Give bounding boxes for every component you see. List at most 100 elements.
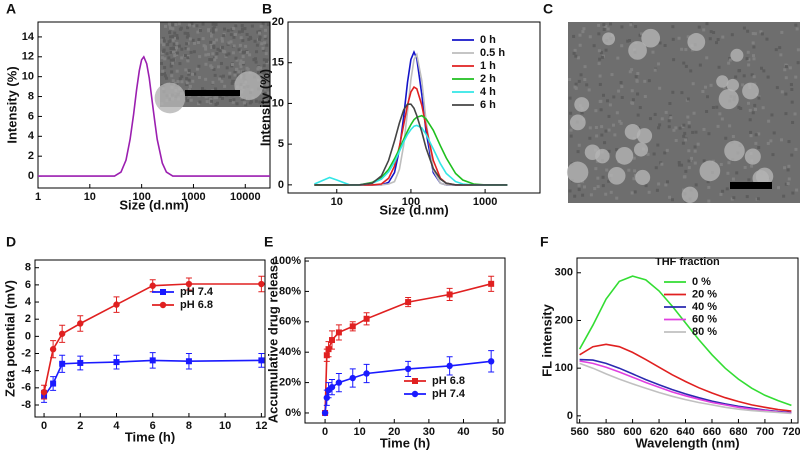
texture (597, 62, 601, 66)
x-tick-label: 660 (703, 426, 721, 438)
texture (603, 141, 607, 145)
texture (678, 126, 682, 130)
texture (179, 26, 183, 30)
series-line (43, 283, 262, 393)
texture (162, 49, 166, 53)
panel-letter: D (6, 234, 16, 250)
texture (728, 124, 732, 128)
texture (663, 151, 667, 155)
texture (573, 48, 577, 52)
texture (761, 106, 765, 110)
texture (175, 34, 179, 38)
texture (171, 27, 175, 31)
texture (258, 100, 262, 104)
texture (610, 73, 614, 77)
texture (606, 99, 610, 103)
x-tick-label: 1 (35, 191, 41, 203)
x-tick-label: 20 (388, 426, 400, 438)
texture (193, 72, 197, 76)
texture (180, 47, 184, 51)
texture (180, 56, 184, 60)
texture (615, 148, 619, 152)
texture (242, 101, 246, 105)
texture (716, 37, 720, 41)
texture (210, 65, 214, 69)
texture (171, 34, 175, 38)
texture (634, 25, 638, 29)
y-axis-title: FL intensity (539, 303, 554, 376)
particle (633, 142, 649, 157)
texture (784, 65, 788, 69)
texture (681, 141, 685, 145)
particle (595, 148, 610, 164)
texture (669, 116, 673, 120)
marker (77, 359, 84, 366)
texture (171, 50, 175, 54)
texture (746, 101, 750, 105)
texture (749, 130, 753, 134)
texture (211, 27, 215, 31)
texture (730, 33, 734, 37)
texture (184, 46, 188, 50)
texture (620, 44, 624, 48)
texture (247, 37, 251, 41)
texture (794, 75, 798, 79)
texture (727, 161, 731, 165)
texture (577, 143, 581, 147)
particle (574, 97, 590, 112)
texture (660, 117, 664, 121)
texture (187, 72, 191, 76)
texture (600, 133, 604, 137)
texture (186, 56, 190, 60)
y-tick-label: 100% (273, 255, 301, 267)
texture (578, 43, 582, 47)
texture (779, 53, 783, 57)
texture (742, 74, 746, 78)
texture (712, 31, 716, 35)
texture (245, 33, 249, 37)
marker (258, 357, 265, 364)
texture (238, 62, 242, 66)
texture (596, 185, 600, 189)
y-tick-label: 20% (279, 376, 301, 388)
texture (598, 74, 602, 78)
texture (657, 62, 661, 66)
texture (261, 70, 265, 74)
x-tick-label: 10 (331, 196, 343, 208)
texture (237, 70, 241, 74)
texture (754, 133, 758, 137)
texture (259, 74, 263, 78)
texture (702, 127, 706, 131)
texture (185, 81, 189, 85)
texture (263, 87, 267, 91)
y-tick-label: 100 (555, 362, 573, 374)
texture (171, 79, 175, 83)
texture (573, 194, 577, 198)
x-tick-label: 620 (650, 426, 668, 438)
texture (794, 23, 798, 27)
particle (699, 160, 721, 182)
texture (677, 163, 681, 167)
texture (574, 54, 578, 58)
texture (161, 69, 165, 73)
texture (633, 169, 637, 173)
texture (241, 60, 245, 64)
texture (652, 152, 656, 156)
x-tick-label: 30 (423, 426, 435, 438)
texture (577, 79, 581, 83)
legend-label: 2 h (480, 73, 496, 85)
plot-frame (37, 21, 271, 189)
texture (228, 71, 232, 75)
texture (594, 126, 598, 130)
texture (604, 48, 608, 52)
texture (604, 129, 608, 133)
texture (767, 119, 771, 123)
texture (787, 140, 791, 144)
texture (175, 51, 179, 55)
texture (606, 27, 610, 31)
texture (173, 53, 177, 57)
texture (602, 23, 606, 27)
texture (655, 188, 659, 192)
texture (211, 30, 215, 34)
texture (220, 37, 224, 41)
